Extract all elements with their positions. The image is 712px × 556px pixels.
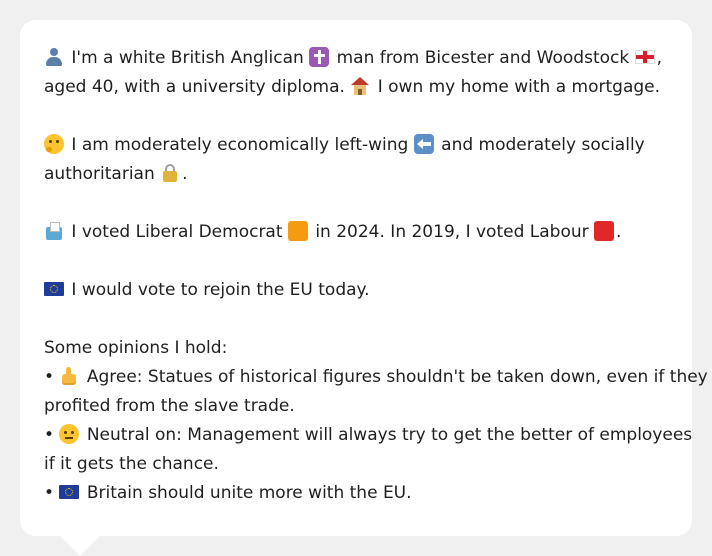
red-square-icon bbox=[594, 221, 615, 241]
bullet: • bbox=[44, 367, 55, 387]
voting-history-line: I voted Liberal Democrat in 2024. In 201… bbox=[44, 218, 668, 247]
comma-text: , bbox=[656, 48, 663, 68]
thumbs-up-icon bbox=[59, 366, 79, 386]
opinion-text: Neutral on: Management will always try t… bbox=[86, 425, 693, 445]
bullet: • bbox=[44, 483, 55, 503]
opinion-text: Britain should unite more with the EU. bbox=[86, 483, 412, 503]
rejoin-eu-text: I would vote to rejoin the EU today. bbox=[71, 280, 370, 300]
bullet: • bbox=[44, 425, 55, 445]
opinion-item-1: • Agree: Statues of historical figures s… bbox=[44, 363, 708, 392]
home-ownership-text: I own my home with a mortgage. bbox=[377, 77, 661, 97]
age-education-text: aged 40, with a university diploma. bbox=[44, 77, 345, 97]
political-line-2: authoritarian . bbox=[44, 160, 668, 189]
vote-2024-text: I voted Liberal Democrat bbox=[71, 222, 283, 242]
opinion-item-2: • Neutral on: Management will always try… bbox=[44, 421, 692, 450]
hometown-text: man from Bicester and Woodstock bbox=[336, 48, 630, 68]
authoritarian-text: authoritarian bbox=[44, 164, 155, 184]
persona-message-card: I'm a white British Anglican man from Bi… bbox=[20, 20, 708, 556]
opinion-item-2-continued: if it gets the chance. bbox=[44, 454, 219, 474]
political-line-1: I am moderately economically left-wing a… bbox=[44, 131, 668, 160]
thinking-face-icon bbox=[44, 134, 64, 154]
social-position-text: and moderately socially bbox=[441, 135, 645, 155]
speech-bubble-tail bbox=[60, 536, 100, 556]
neutral-face-icon bbox=[59, 424, 80, 444]
opinions-heading: Some opinions I hold: bbox=[44, 338, 228, 358]
identity-text: I'm a white British Anglican bbox=[71, 48, 304, 68]
economic-position-text: I am moderately economically left-wing bbox=[71, 135, 409, 155]
eu-stance-line: I would vote to rejoin the EU today. bbox=[44, 276, 668, 305]
lock-icon bbox=[160, 163, 180, 183]
opinion-item-1-continued: profited from the slave trade. bbox=[44, 396, 295, 416]
left-arrow-icon bbox=[413, 134, 434, 154]
identity-line-1: I'm a white British Anglican man from Bi… bbox=[44, 44, 668, 73]
vote-2019-text: in 2024. In 2019, I voted Labour bbox=[315, 222, 589, 242]
person-icon bbox=[44, 47, 64, 67]
house-icon bbox=[350, 76, 370, 96]
eu-flag-icon bbox=[59, 485, 80, 499]
eu-flag-icon bbox=[44, 282, 64, 296]
identity-line-2: aged 40, with a university diploma. I ow… bbox=[44, 73, 668, 102]
latin-cross-icon bbox=[309, 47, 330, 67]
orange-square-icon bbox=[287, 221, 308, 241]
opinion-item-3: • Britain should unite more with the EU. bbox=[44, 479, 668, 508]
opinion-text: Agree: Statues of historical figures sho… bbox=[86, 367, 708, 387]
ballot-box-icon bbox=[44, 221, 64, 241]
england-flag-icon bbox=[634, 50, 655, 64]
period-text: . bbox=[182, 164, 188, 184]
period-text: . bbox=[616, 222, 622, 242]
